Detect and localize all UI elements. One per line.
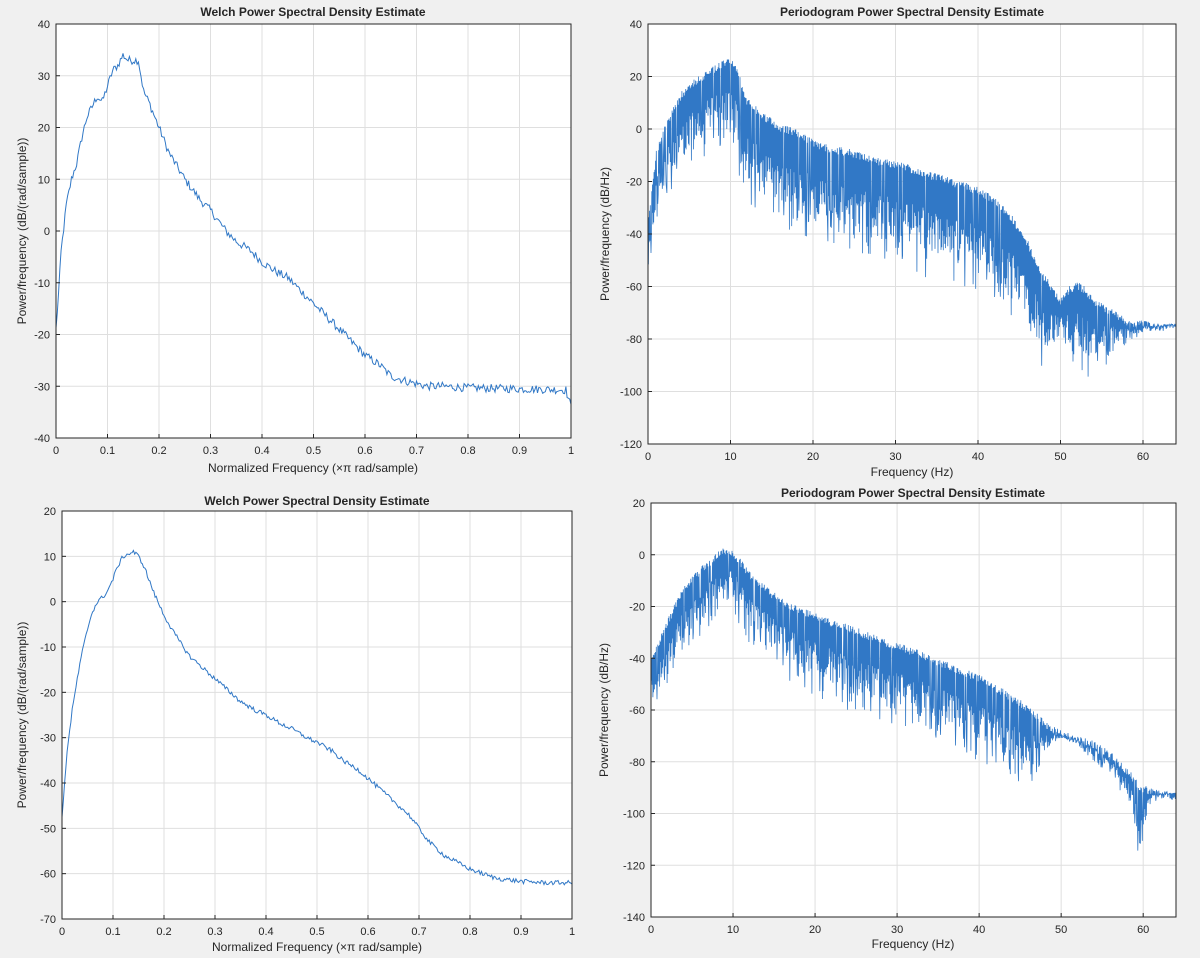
y-tick-label: 40 bbox=[38, 19, 50, 31]
y-tick-label: -10 bbox=[34, 278, 50, 290]
y-tick-label: -40 bbox=[40, 778, 56, 790]
x-tick-label: 0 bbox=[648, 924, 654, 936]
series-line bbox=[55, 53, 572, 405]
x-axis-label: Normalized Frequency (×π rad/sample) bbox=[212, 940, 422, 954]
x-tick-label: 0 bbox=[53, 445, 59, 457]
x-tick-label: 60 bbox=[1137, 451, 1149, 463]
y-tick-label: 0 bbox=[636, 124, 642, 136]
x-tick-label: 0.5 bbox=[306, 445, 321, 457]
x-axis-label: Frequency (Hz) bbox=[871, 465, 954, 479]
x-tick-label: 20 bbox=[807, 451, 819, 463]
x-tick-label: 0 bbox=[645, 451, 651, 463]
x-tick-label: 1 bbox=[569, 926, 575, 938]
x-tick-label: 50 bbox=[1054, 451, 1066, 463]
y-tick-label: -100 bbox=[623, 809, 645, 821]
y-tick-label: 20 bbox=[44, 506, 56, 518]
x-tick-label: 0.3 bbox=[203, 445, 218, 457]
y-tick-label: -60 bbox=[626, 282, 642, 294]
y-axis-label: Power/frequency (dB/Hz) bbox=[597, 643, 611, 777]
y-axis-label: Power/frequency (dB/(rad/sample)) bbox=[15, 138, 29, 325]
x-tick-label: 50 bbox=[1055, 924, 1067, 936]
y-tick-label: -60 bbox=[40, 869, 56, 881]
x-tick-label: 40 bbox=[972, 451, 984, 463]
x-tick-label: 0.8 bbox=[460, 445, 475, 457]
y-tick-label: -70 bbox=[40, 914, 56, 926]
y-tick-label: -10 bbox=[40, 642, 56, 654]
welch-psd-chart-2: 0 0.1 0.2 0.3 0.4 0.5 0.6 0.7 0.8 0.9 1 -70 -60 -50 -… bbox=[15, 494, 575, 954]
y-tick-label: 20 bbox=[38, 123, 50, 135]
y-tick-label: -50 bbox=[40, 823, 56, 835]
x-tick-label: 0.5 bbox=[309, 926, 324, 938]
x-tick-label: 40 bbox=[973, 924, 985, 936]
series-line bbox=[61, 549, 573, 886]
x-tick-label: 0 bbox=[59, 926, 65, 938]
y-tick-label: -60 bbox=[629, 705, 645, 717]
y-tick-label: -40 bbox=[629, 653, 645, 665]
y-tick-label: -80 bbox=[629, 757, 645, 769]
y-tick-label: -40 bbox=[34, 433, 50, 445]
x-tick-label: 0.4 bbox=[254, 445, 269, 457]
x-tick-label: 0.2 bbox=[151, 445, 166, 457]
x-tick-label: 60 bbox=[1137, 924, 1149, 936]
y-tick-label: 0 bbox=[44, 226, 50, 238]
y-tick-label: -100 bbox=[620, 387, 642, 399]
y-tick-label: 40 bbox=[630, 19, 642, 31]
y-tick-label: 10 bbox=[38, 174, 50, 186]
chart-title: Periodogram Power Spectral Density Estim… bbox=[781, 486, 1045, 500]
x-tick-label: 20 bbox=[809, 924, 821, 936]
x-tick-label: 0.2 bbox=[156, 926, 171, 938]
series-spectrum bbox=[647, 59, 1177, 377]
y-tick-label: -20 bbox=[34, 330, 50, 342]
y-tick-label: -140 bbox=[623, 912, 645, 924]
x-tick-label: 0.6 bbox=[357, 445, 372, 457]
y-tick-label: 0 bbox=[639, 550, 645, 562]
x-tick-label: 10 bbox=[727, 924, 739, 936]
y-tick-label: -20 bbox=[626, 177, 642, 189]
x-tick-label: 0.9 bbox=[512, 445, 527, 457]
x-tick-label: 0.7 bbox=[411, 926, 426, 938]
x-tick-label: 0.6 bbox=[360, 926, 375, 938]
y-tick-label: -40 bbox=[626, 229, 642, 241]
chart-title: Welch Power Spectral Density Estimate bbox=[204, 494, 430, 508]
x-tick-label: 0.7 bbox=[409, 445, 424, 457]
y-axis-label: Power/frequency (dB/(rad/sample)) bbox=[15, 622, 29, 809]
welch-psd-chart-1: 0 0.1 0.2 0.3 0.4 0.5 0.6 0.7 0.8 0.9 1 -40 -30 -20 -… bbox=[15, 5, 574, 475]
y-tick-label: 10 bbox=[44, 551, 56, 563]
y-tick-label: 0 bbox=[50, 597, 56, 609]
x-tick-label: 0.1 bbox=[100, 445, 115, 457]
periodogram-psd-chart-2: 0 10 20 30 40 50 60 -140 -120 -100 -80 -60 -40 -20 0 2… bbox=[597, 486, 1177, 951]
chart-title: Periodogram Power Spectral Density Estim… bbox=[780, 5, 1044, 19]
x-axis-label: Frequency (Hz) bbox=[872, 937, 955, 951]
y-tick-label: -20 bbox=[629, 602, 645, 614]
y-tick-label: -120 bbox=[620, 439, 642, 451]
x-axis-label: Normalized Frequency (×π rad/sample) bbox=[208, 461, 418, 475]
x-tick-label: 0.8 bbox=[462, 926, 477, 938]
x-tick-label: 30 bbox=[891, 924, 903, 936]
x-tick-label: 0.9 bbox=[513, 926, 528, 938]
y-tick-label: -20 bbox=[40, 687, 56, 699]
y-tick-label: -80 bbox=[626, 334, 642, 346]
x-tick-label: 0.1 bbox=[105, 926, 120, 938]
series-spectrum bbox=[650, 548, 1177, 851]
y-tick-label: -30 bbox=[40, 733, 56, 745]
x-tick-label: 0.4 bbox=[258, 926, 273, 938]
x-tick-label: 30 bbox=[889, 451, 901, 463]
x-tick-label: 10 bbox=[724, 451, 736, 463]
y-tick-label: 20 bbox=[630, 72, 642, 84]
periodogram-psd-chart-1: 0 10 20 30 40 50 60 -120-100-80-60-40-2002040 … bbox=[598, 5, 1177, 479]
y-tick-label: -120 bbox=[623, 860, 645, 872]
y-tick-label: 20 bbox=[633, 498, 645, 510]
x-tick-label: 1 bbox=[568, 445, 574, 457]
y-axis-label: Power/frequency (dB/Hz) bbox=[598, 167, 612, 301]
chart-title: Welch Power Spectral Density Estimate bbox=[200, 5, 426, 19]
y-tick-label: 30 bbox=[38, 71, 50, 83]
x-tick-label: 0.3 bbox=[207, 926, 222, 938]
y-tick-label: -30 bbox=[34, 381, 50, 393]
